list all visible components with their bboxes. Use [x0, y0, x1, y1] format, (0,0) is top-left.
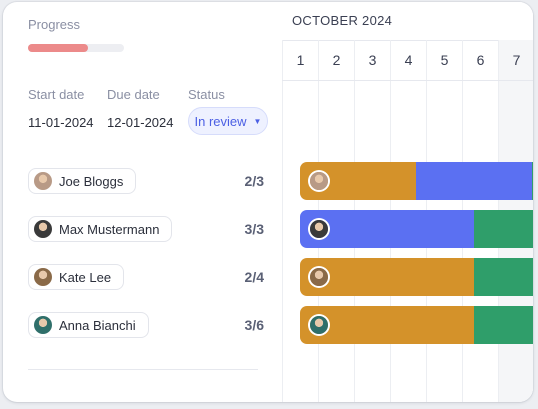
day-number: 6 — [476, 52, 485, 68]
timeline-bar-joe-bloggs[interactable] — [300, 162, 533, 200]
assignee-name: Kate Lee — [59, 269, 112, 285]
status-label: Status — [188, 87, 225, 102]
timeline-bar-anna-bianchi[interactable] — [300, 306, 533, 344]
task-count: 3/3 — [244, 221, 264, 237]
assignee-name: Joe Bloggs — [59, 173, 124, 189]
progress-bar — [28, 44, 124, 52]
avatar — [310, 268, 328, 286]
progress-label: Progress — [28, 17, 81, 32]
progress-bar-fill — [28, 44, 88, 52]
avatar — [310, 220, 328, 238]
avatar — [34, 220, 52, 238]
bar-segment — [416, 162, 532, 200]
timeline-bar-kate-lee[interactable] — [300, 258, 533, 296]
avatar — [34, 172, 52, 190]
task-card: Progress Start date 11-01-2024 Due date … — [3, 2, 533, 402]
assignee-name: Max Mustermann — [59, 221, 160, 237]
divider — [282, 80, 533, 81]
bar-segment — [300, 210, 474, 248]
status-value: In review — [194, 113, 247, 129]
bar-segment — [474, 210, 533, 248]
day-number: 5 — [440, 52, 449, 68]
bar-segment — [474, 258, 533, 296]
gantt-timeline: OCTOBER 2024 1 2 3 4 5 6 7 — [282, 2, 533, 402]
assignee-chip-anna-bianchi[interactable]: Anna Bianchi — [28, 312, 149, 338]
bar-segment — [474, 306, 533, 344]
day-column: 1 — [282, 40, 318, 402]
day-number: 2 — [332, 52, 341, 68]
start-date-value[interactable]: 11-01-2024 — [28, 115, 94, 130]
assignee-chip-kate-lee[interactable]: Kate Lee — [28, 264, 125, 290]
assignee-chip-max-mustermann[interactable]: Max Mustermann — [28, 216, 173, 242]
avatar — [34, 316, 52, 334]
task-count: 2/4 — [244, 269, 264, 285]
avatar — [310, 316, 328, 334]
month-label: OCTOBER 2024 — [292, 13, 393, 28]
day-number: 3 — [368, 52, 377, 68]
status-dropdown[interactable]: In review ▼ — [188, 107, 268, 135]
timeline-bar-max-mustermann[interactable] — [300, 210, 533, 248]
bar-segment — [300, 258, 474, 296]
due-date-value[interactable]: 12-01-2024 — [107, 115, 174, 130]
due-date-label: Due date — [107, 87, 160, 102]
assignee-name: Anna Bianchi — [59, 317, 136, 333]
assignee-chip-joe-bloggs[interactable]: Joe Bloggs — [28, 168, 137, 194]
task-count: 3/6 — [244, 317, 264, 333]
chevron-down-icon: ▼ — [253, 116, 262, 126]
details-panel: Progress Start date 11-01-2024 Due date … — [3, 2, 283, 402]
avatar — [310, 172, 328, 190]
task-count: 2/3 — [244, 173, 264, 189]
avatar — [34, 268, 52, 286]
bar-segment — [300, 306, 474, 344]
divider — [282, 40, 533, 41]
start-date-label: Start date — [28, 87, 85, 102]
day-number: 4 — [404, 52, 413, 68]
day-number: 7 — [512, 52, 521, 68]
bar-segment — [532, 162, 533, 200]
day-number: 1 — [296, 52, 305, 68]
divider — [28, 369, 258, 370]
